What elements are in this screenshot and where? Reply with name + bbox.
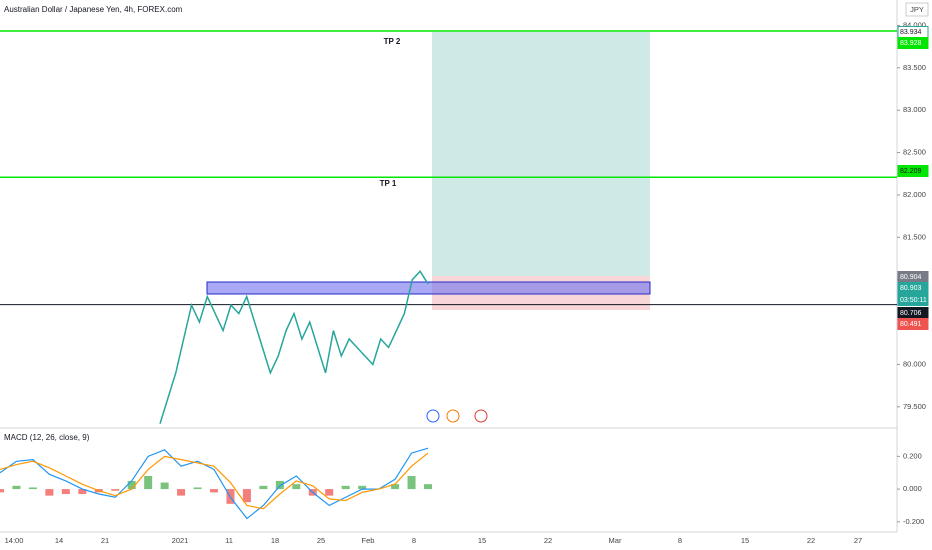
x-tick-label: 22 xyxy=(807,536,815,545)
macd-tick-label: -0.200 xyxy=(903,517,924,526)
macd-histogram-bar xyxy=(358,485,367,490)
macd-histogram-bar xyxy=(12,485,21,490)
x-tick-label: 14 xyxy=(55,536,63,545)
price-tag-label: 80.491 xyxy=(900,321,922,328)
macd-histogram-bar xyxy=(127,480,136,490)
macd-histogram-bar xyxy=(325,489,334,496)
macd-tick-label: 0.200 xyxy=(903,451,922,460)
price-tag-label: 80.903 xyxy=(900,285,922,292)
tp2-label: TP 2 xyxy=(384,37,401,46)
macd-tick-label: 0.000 xyxy=(903,484,922,493)
y-tick-label: 81.500 xyxy=(903,232,926,241)
price-tag xyxy=(897,37,929,49)
x-tick-label: 18 xyxy=(271,536,279,545)
macd-histogram-bar xyxy=(28,487,37,490)
macd-histogram-bar xyxy=(391,484,400,490)
macd-histogram-bar xyxy=(78,489,87,494)
x-tick-label: 11 xyxy=(225,536,233,545)
macd-histogram-bar xyxy=(111,489,120,491)
macd-histogram-bar xyxy=(341,485,350,490)
x-tick-label: 2021 xyxy=(172,536,189,545)
macd-histogram-bar xyxy=(45,489,54,496)
price-tag-label: 80.904 xyxy=(900,274,922,281)
macd-label: MACD (12, 26, close, 9) xyxy=(4,433,90,442)
price-tag xyxy=(897,282,929,294)
x-tick-label: 22 xyxy=(544,536,552,545)
event-icon[interactable] xyxy=(446,409,460,423)
macd-line xyxy=(0,447,429,520)
currency-box xyxy=(905,2,929,17)
y-tick-label: 84.000 xyxy=(903,20,926,29)
x-tick-label: 21 xyxy=(101,536,109,545)
price-line xyxy=(159,269,429,424)
macd-histogram-bar xyxy=(144,476,153,490)
x-tick-label: 27 xyxy=(854,536,862,545)
tp1-label: TP 1 xyxy=(380,179,397,188)
x-tick-label: Mar xyxy=(609,536,622,545)
macd-histogram-bar xyxy=(242,489,251,503)
price-tag xyxy=(897,294,929,306)
macd-histogram-bar xyxy=(193,487,202,490)
x-tick-label: 15 xyxy=(741,536,749,545)
x-tick-label: Feb xyxy=(362,536,375,545)
y-tick-label: 82.000 xyxy=(903,190,926,199)
macd-histogram-bar xyxy=(259,485,268,490)
x-tick-label: 8 xyxy=(412,536,416,545)
event-icon[interactable] xyxy=(426,409,440,423)
macd-histogram-bar xyxy=(292,484,301,490)
macd-histogram-bar xyxy=(424,484,432,490)
x-tick-label: 14:00 xyxy=(5,536,24,545)
macd-histogram-bar xyxy=(61,489,70,494)
price-tag xyxy=(897,318,929,330)
macd-histogram-bar xyxy=(210,489,218,493)
y-tick-label: 83.500 xyxy=(903,63,926,72)
price-tag-label: 83.928 xyxy=(900,40,922,47)
price-tag-label: 80.706 xyxy=(900,310,922,317)
y-tick-label: 79.500 xyxy=(903,402,926,411)
price-tag-label: 83.934 xyxy=(900,29,922,36)
resistance-box xyxy=(206,281,651,295)
macd-histogram-bar xyxy=(0,489,4,493)
price-tag-label: 82.209 xyxy=(900,168,922,175)
macd-histogram-bar xyxy=(177,489,186,496)
y-tick-label: 83.000 xyxy=(903,105,926,114)
x-tick-label: 25 xyxy=(317,536,325,545)
signal-line xyxy=(0,452,429,510)
macd-histogram-bar xyxy=(275,480,284,490)
macd-histogram-bar xyxy=(407,476,416,490)
y-tick-label: 82.500 xyxy=(903,148,926,157)
macd-histogram-bar xyxy=(160,482,169,490)
y-tick-label: 80.000 xyxy=(903,359,926,368)
x-tick-label: 8 xyxy=(678,536,682,545)
price-tag xyxy=(897,165,929,177)
chart-title: Australian Dollar / Japanese Yen, 4h, FO… xyxy=(4,5,183,14)
event-icon[interactable] xyxy=(474,409,488,423)
target-zone xyxy=(432,32,650,276)
x-tick-label: 15 xyxy=(478,536,486,545)
price-tag-label: 03:50:11 xyxy=(900,297,927,304)
currency: JPY xyxy=(910,5,924,14)
